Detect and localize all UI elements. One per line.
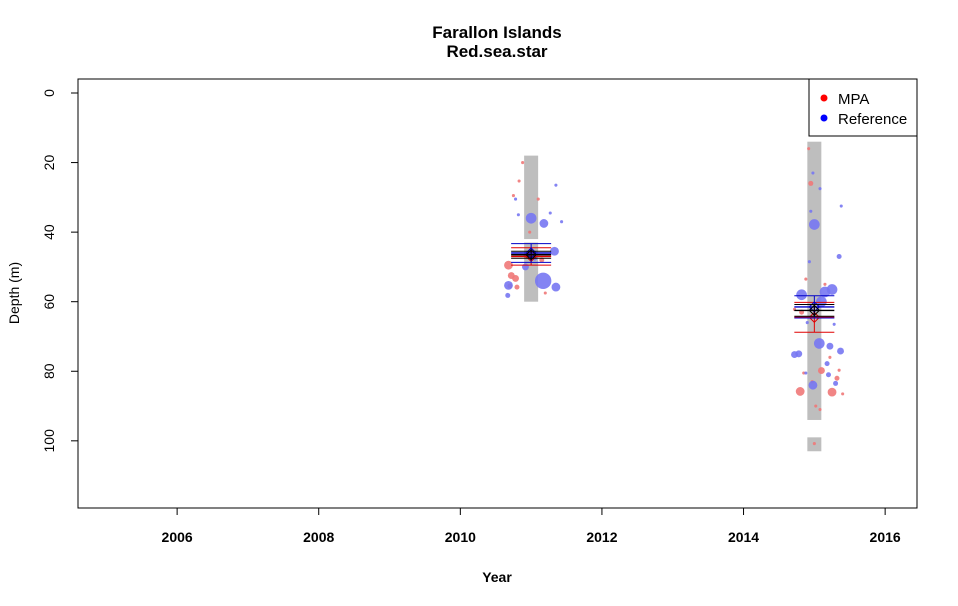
combined-error-bar-marker xyxy=(808,304,821,317)
mpa-point xyxy=(828,355,832,359)
mpa-point xyxy=(536,197,540,201)
legend-reference-marker xyxy=(820,114,828,122)
mpa-point xyxy=(834,375,840,381)
range-bars xyxy=(524,141,822,452)
x-axis: 2006 2008 2010 2012 2014 2016 xyxy=(162,507,901,545)
mpa-point xyxy=(808,180,814,186)
combined-error-bar xyxy=(511,249,552,261)
reference-point xyxy=(791,351,798,359)
mpa-point xyxy=(823,282,827,286)
reference-point xyxy=(832,322,836,326)
x-tick-label: 2008 xyxy=(303,529,334,545)
y-tick-label: 0 xyxy=(41,89,57,97)
data-points xyxy=(504,147,845,446)
x-tick-label: 2012 xyxy=(586,529,617,545)
chart-title: Farallon Islands xyxy=(432,23,561,42)
reference-point xyxy=(805,321,809,325)
x-tick-label: 2014 xyxy=(728,529,759,545)
reference-point xyxy=(560,220,564,224)
mpa-point xyxy=(517,179,521,183)
mpa-point xyxy=(511,194,515,198)
y-axis: 0 20 40 60 80 100 xyxy=(41,89,79,453)
reference-point xyxy=(833,380,839,386)
x-tick-label: 2016 xyxy=(870,529,901,545)
reference-point xyxy=(505,292,511,298)
y-tick-label: 20 xyxy=(41,155,57,171)
mpa-point xyxy=(802,371,806,375)
combined-error-bar xyxy=(794,303,835,317)
reference-point xyxy=(808,380,818,390)
reference-point xyxy=(824,361,830,367)
mpa-point xyxy=(528,230,532,234)
reference-point xyxy=(548,211,552,215)
reference-point xyxy=(504,280,513,290)
mpa-point xyxy=(817,367,825,375)
y-tick-label: 40 xyxy=(41,224,57,240)
mpa-point xyxy=(804,277,808,281)
y-tick-label: 60 xyxy=(41,294,57,310)
legend-box xyxy=(808,78,918,137)
reference-point xyxy=(839,204,843,208)
reference-point xyxy=(550,246,559,256)
y-axis-label: Depth (m) xyxy=(6,262,22,324)
mpa-point xyxy=(514,284,520,290)
x-tick-label: 2010 xyxy=(445,529,476,545)
reference-point xyxy=(813,338,825,349)
reference-point xyxy=(522,263,529,271)
mpa-point xyxy=(521,161,525,165)
legend-mpa-marker xyxy=(820,94,828,102)
legend-mpa-label: MPA xyxy=(838,91,869,108)
mpa-point xyxy=(812,442,816,446)
mpa-point xyxy=(504,260,513,270)
mpa-point xyxy=(827,387,837,397)
reference-point xyxy=(539,219,549,228)
reference-point xyxy=(819,286,831,298)
reference-point xyxy=(804,371,808,375)
x-tick-label: 2006 xyxy=(162,529,193,545)
reference-point xyxy=(796,289,807,301)
mpa-point xyxy=(837,368,841,372)
mpa-point xyxy=(841,392,845,396)
mpa-point xyxy=(818,407,822,412)
reference-point xyxy=(514,197,518,201)
mpa-point xyxy=(795,387,805,396)
reference-point xyxy=(534,272,552,290)
reference-point xyxy=(811,171,815,175)
mpa-point xyxy=(807,147,811,151)
reference-point xyxy=(807,260,811,264)
legend-reference-label: Reference xyxy=(838,111,907,128)
reference-point xyxy=(809,209,813,213)
reference-point xyxy=(837,347,844,355)
y-tick-label: 100 xyxy=(41,429,57,453)
reference-point xyxy=(836,253,842,259)
legend: MPA Reference xyxy=(808,78,918,137)
range-bar xyxy=(524,155,539,240)
mpa-point xyxy=(814,404,818,408)
reference-point xyxy=(554,183,558,187)
error-bars xyxy=(511,243,835,333)
y-tick-label: 80 xyxy=(41,363,57,379)
combined-error-bar-marker xyxy=(525,249,537,261)
reference-point xyxy=(825,372,831,378)
mpa-point xyxy=(543,291,547,295)
reference-point xyxy=(808,219,820,230)
plot-frame xyxy=(77,78,918,509)
mpa-point xyxy=(512,274,520,282)
reference-point xyxy=(516,213,520,217)
reference-point xyxy=(826,342,834,350)
chart-subtitle: Red.sea.star xyxy=(446,42,547,61)
reference-point xyxy=(525,212,537,224)
reference-point xyxy=(818,187,822,191)
reference-point xyxy=(551,282,561,292)
mpa-error-bar-marker xyxy=(808,311,821,324)
x-axis-label: Year xyxy=(482,569,512,585)
